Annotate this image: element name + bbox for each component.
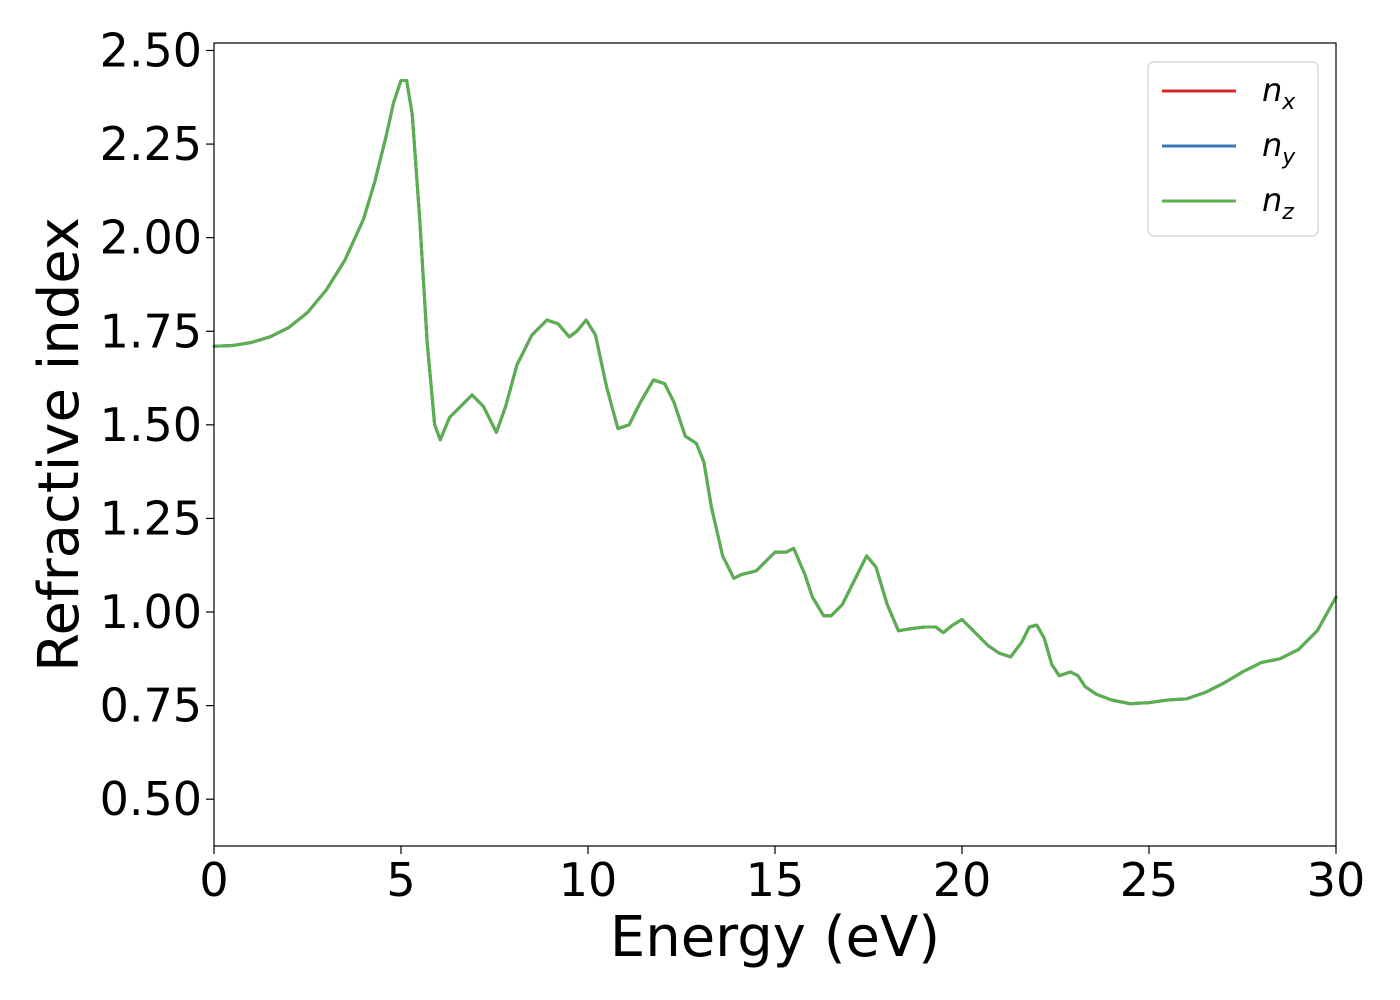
y-tick-label: 0.50 (100, 772, 202, 826)
legend: nx ny nz (1147, 61, 1319, 237)
y-tick-label: 1.00 (100, 585, 202, 639)
y-tick-label: 2.25 (100, 117, 202, 171)
x-axis-title: Energy (eV) (610, 905, 940, 970)
y-tick-label: 1.25 (100, 491, 202, 545)
x-tick-label: 15 (746, 853, 805, 907)
y-tick-label: 2.00 (100, 211, 202, 265)
legend-box (1147, 61, 1319, 237)
y-tick-label: 1.50 (100, 398, 202, 452)
y-tick-label: 2.50 (100, 23, 202, 77)
x-tick-label: 25 (1120, 853, 1179, 907)
ticks-layer: 0 5 10 15 20 25 30 0.50 0.75 1.00 1.25 1.50 1.75 2.00… (100, 23, 1366, 907)
x-tick-label: 30 (1307, 853, 1366, 907)
legend-label-z: nz (1262, 181, 1294, 225)
y-tick-label: 0.75 (100, 679, 202, 733)
x-tick-label: 5 (386, 853, 415, 907)
legend-label-x: nx (1262, 71, 1296, 115)
y-tick-label: 1.75 (100, 304, 202, 358)
series-line-z (212, 78, 1338, 706)
x-tick-label: 10 (559, 853, 618, 907)
legend-label-y: ny (1262, 126, 1296, 170)
y-axis-title: Refractive index (27, 217, 92, 672)
x-tick-label: 20 (933, 853, 992, 907)
series-layer (212, 78, 1338, 706)
x-tick-label: 0 (199, 853, 228, 907)
